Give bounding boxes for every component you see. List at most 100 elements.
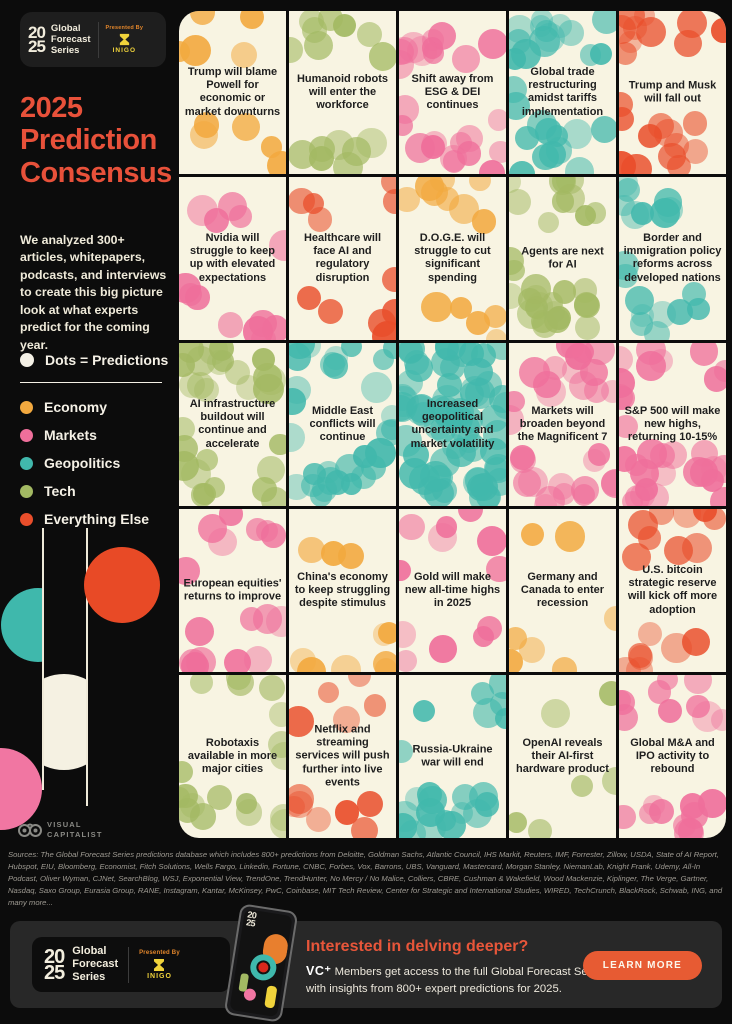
prediction-dot: [260, 136, 283, 158]
prediction-dot: [437, 372, 462, 398]
prediction-dot: [698, 789, 726, 818]
presented-by-label: Presented By: [105, 25, 144, 31]
prediction-label: Trump and Musk will fall out: [628, 79, 717, 105]
prediction-label: China's economy to keep struggling despi…: [294, 570, 391, 610]
prediction-dot: [649, 197, 681, 229]
prediction-dot: [564, 157, 595, 174]
decorative-line-right: [86, 528, 88, 806]
prediction-dot: [179, 787, 190, 809]
prediction-dot: [269, 803, 286, 832]
prediction-dot: [193, 112, 220, 138]
prediction-cell: European equities' returns to improve: [179, 509, 286, 672]
prediction-dot: [682, 111, 708, 137]
prediction-dot: [317, 299, 343, 325]
prediction-cell: Border and immigration policy reforms ac…: [619, 177, 726, 340]
prediction-dot: [681, 533, 712, 564]
prediction-dot: [624, 285, 655, 316]
prediction-dot: [239, 11, 264, 30]
prediction-dot: [509, 283, 523, 309]
prediction-dot: [424, 478, 454, 506]
prediction-dot: [377, 621, 396, 644]
prediction-dot: [667, 299, 693, 326]
prediction-dot: [374, 658, 396, 672]
prediction-dot: [235, 799, 263, 827]
tech-dot-icon: [20, 484, 33, 498]
prediction-cell: Increased geopolitical uncertainty and m…: [399, 343, 506, 506]
prediction-dot: [333, 705, 361, 733]
prediction-dot: [428, 522, 458, 552]
legend-item-markets: Markets: [20, 427, 170, 443]
prediction-dot: [257, 456, 286, 485]
prediction-dot: [331, 654, 361, 672]
prediction-cell: U.S. bitcoin strategic reserve will kick…: [619, 509, 726, 672]
prediction-dot: [574, 292, 600, 318]
prediction-dot: [561, 343, 585, 359]
prediction-dot: [687, 297, 711, 321]
prediction-label: AI infrastructure buildout will continue…: [189, 397, 276, 450]
prediction-dot: [598, 680, 616, 706]
white-dot-icon: [20, 353, 34, 367]
prediction-dot: [619, 804, 636, 829]
legend-item-economy: Economy: [20, 399, 170, 415]
prediction-dot: [619, 151, 636, 174]
prediction-dot: [179, 417, 195, 442]
learn-more-button[interactable]: LEARN MORE: [582, 951, 702, 980]
prediction-cell: AI infrastructure buildout will continue…: [179, 343, 286, 506]
prediction-dot: [298, 536, 325, 563]
prediction-cell: Global M&A and IPO activity to rebound: [619, 675, 726, 838]
prediction-dot: [624, 485, 651, 506]
prediction-dot: [631, 202, 654, 226]
logo-series-text: Global Forecast Series: [50, 22, 91, 57]
prediction-dot: [179, 283, 203, 307]
prediction-label: Gold will make new all-time highs in 202…: [404, 570, 501, 610]
inigo-hourglass-icon: [119, 33, 129, 46]
prediction-dot: [509, 188, 532, 215]
prediction-label: Netflix and streaming services will push…: [295, 722, 390, 789]
prediction-dot: [435, 343, 460, 361]
prediction-dot: [179, 797, 200, 823]
prediction-dot: [531, 11, 553, 31]
prediction-dot: [383, 189, 396, 214]
prediction-dot: [589, 42, 613, 66]
prediction-dot: [509, 15, 534, 44]
prediction-dot: [340, 343, 362, 358]
legend-divider: [20, 382, 162, 383]
prediction-cell: Russia-Ukraine war will end: [399, 675, 506, 838]
prediction-dot: [381, 266, 396, 293]
prediction-dot: [623, 16, 648, 41]
prediction-dot: [554, 521, 586, 552]
prediction-dot: [509, 160, 536, 174]
prediction-dot: [399, 457, 431, 489]
prediction-label: D.O.G.E. will struggle to cut significan…: [414, 231, 491, 284]
prediction-dot: [714, 359, 726, 383]
prediction-dot: [347, 675, 372, 687]
prediction-dot: [311, 476, 338, 503]
banner-body: VC⁺ Members get access to the full Globa…: [306, 963, 626, 997]
prediction-label: Trump will blame Powell for economic or …: [184, 65, 281, 118]
sidebar: 20 25 Global Forecast Series Presented B…: [0, 0, 179, 1024]
prediction-dot: [399, 369, 424, 397]
prediction-dot: [480, 404, 506, 433]
prediction-dot: [619, 656, 641, 672]
prediction-dot: [440, 144, 467, 172]
prediction-dot: [485, 328, 506, 340]
prediction-dot: [591, 11, 616, 35]
prediction-dot: [619, 345, 634, 374]
footer-logo-divider: [128, 946, 130, 983]
prediction-dot: [689, 343, 718, 366]
prediction-dot: [332, 152, 363, 174]
phone-screen: 20 25: [229, 908, 293, 1018]
prediction-dot: [289, 376, 311, 405]
prediction-dot: [584, 343, 615, 366]
prediction-label: Germany and Canada to enter recession: [520, 570, 605, 610]
prediction-dot: [627, 643, 653, 668]
prediction-cell: Trump will blame Powell for economic or …: [179, 11, 286, 174]
prediction-dot: [711, 18, 726, 43]
prediction-dot: [619, 177, 641, 203]
prediction-dot: [516, 299, 547, 329]
prediction-dot: [619, 415, 638, 439]
prediction-dot: [661, 632, 692, 664]
prediction-dot: [399, 800, 421, 832]
prediction-dot: [289, 783, 315, 814]
prediction-dot: [190, 675, 214, 694]
